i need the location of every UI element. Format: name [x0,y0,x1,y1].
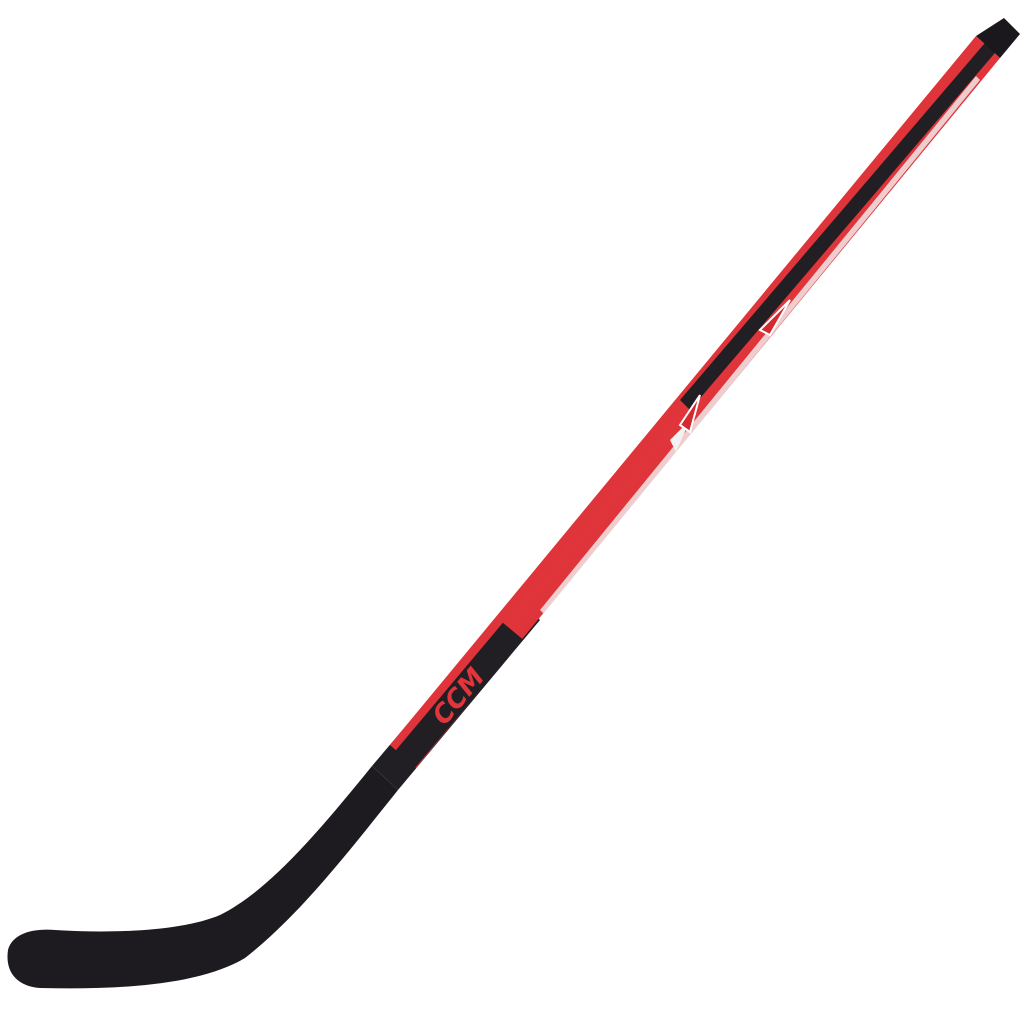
shaft-v-graphic [678,299,791,434]
logo-band [393,622,523,770]
shaft-white-stripe [670,330,780,452]
shaft-top-end [976,18,1020,58]
stick-blade [7,766,399,989]
shaft-black-stripe [680,30,1006,410]
shaft-white-stripe [540,76,980,614]
